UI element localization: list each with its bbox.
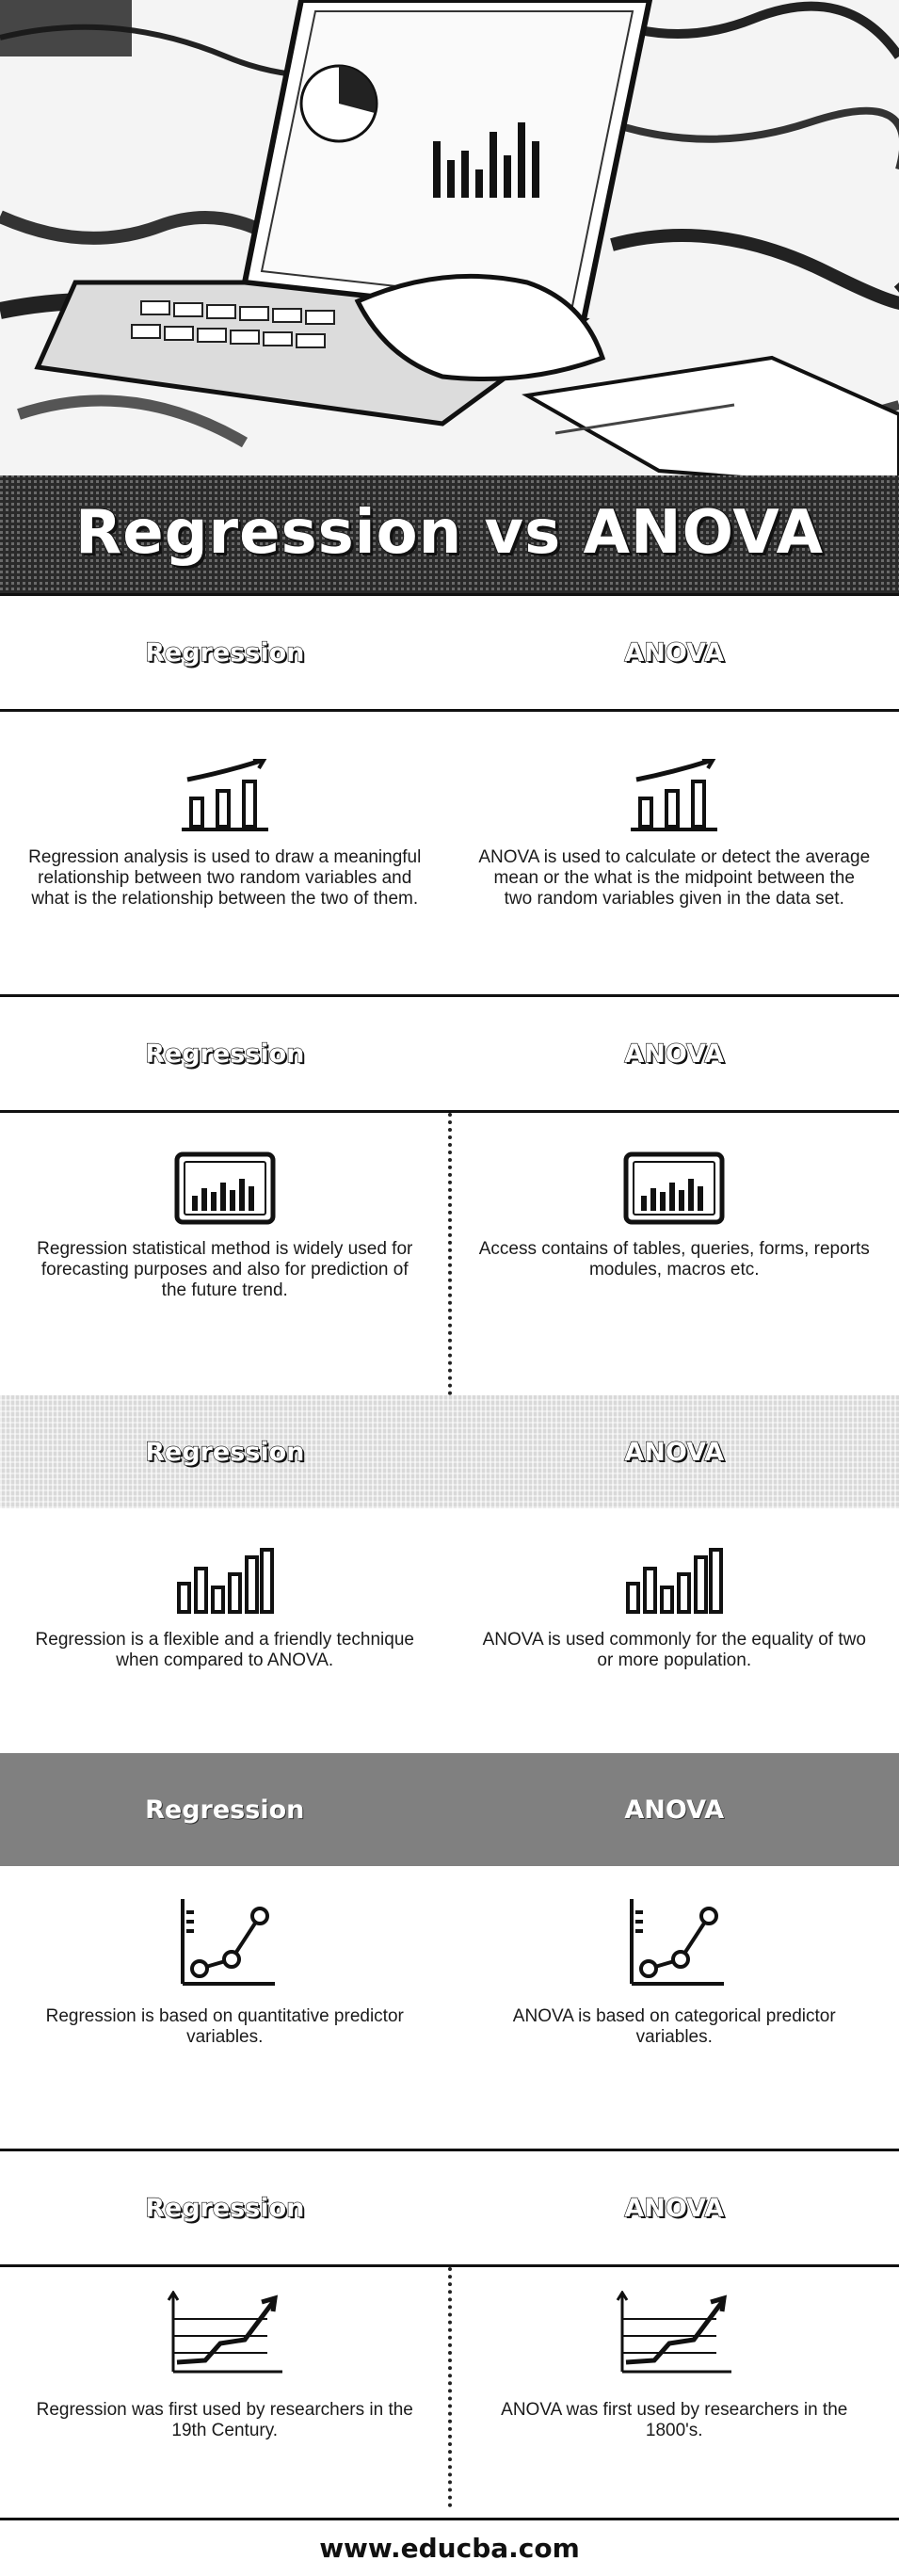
regression-description: Regression analysis is used to draw a me… — [28, 847, 422, 909]
anova-description: ANOVA is used to calculate or detect the… — [478, 847, 871, 909]
comparison-header-row: Regression ANOVA — [0, 1395, 899, 1508]
comparison-row: Regression statistical method is widely … — [0, 1113, 899, 1395]
comparison-row: Regression is based on quantitative pred… — [0, 1866, 899, 2149]
footer-url[interactable]: www.educba.com — [319, 2532, 580, 2564]
regression-cell: Regression statistical method is widely … — [0, 1113, 450, 1395]
header-anova: ANOVA — [624, 1437, 725, 1467]
bar-growth-icon — [627, 759, 721, 834]
anova-cell: ANOVA is based on categorical predictor … — [450, 1866, 899, 2149]
header-regression: Regression — [145, 637, 305, 668]
hero-banner: Regression vs ANOVA — [0, 0, 899, 593]
anova-description: ANOVA is used commonly for the equality … — [482, 1630, 866, 1670]
trend-arrow-icon — [164, 2291, 286, 2375]
header-regression: Regression — [145, 1795, 305, 1825]
comparison-header-row: Regression ANOVA — [0, 1753, 899, 1866]
comparison-header-row: Regression ANOVA — [0, 994, 899, 1113]
footer-divider — [0, 2518, 899, 2520]
header-anova: ANOVA — [624, 1038, 725, 1069]
header-anova: ANOVA — [624, 1795, 725, 1825]
header-anova: ANOVA — [624, 637, 725, 668]
comparison-row: Regression was first used by researchers… — [0, 2267, 899, 2507]
bar-chart-icon — [173, 1546, 277, 1617]
line-graph-icon — [622, 1899, 726, 1993]
regression-description: Regression statistical method is widely … — [37, 1239, 413, 1300]
line-graph-icon — [173, 1899, 277, 1993]
trend-arrow-icon — [613, 2291, 735, 2375]
regression-description: Regression is based on quantitative pred… — [45, 2006, 404, 2047]
anova-cell: ANOVA was first used by researchers in t… — [450, 2267, 899, 2507]
header-regression: Regression — [145, 2193, 305, 2223]
anova-cell: ANOVA is used commonly for the equality … — [450, 1508, 899, 1753]
comparison-row: Regression analysis is used to draw a me… — [0, 712, 899, 994]
regression-cell: Regression is based on quantitative pred… — [0, 1866, 450, 2149]
bar-chart-icon — [622, 1546, 726, 1617]
anova-cell: ANOVA is used to calculate or detect the… — [450, 712, 899, 994]
anova-description: Access contains of tables, queries, form… — [478, 1239, 870, 1280]
framed-bar-chart-icon — [622, 1151, 726, 1226]
comparison-header-row: Regression ANOVA — [0, 593, 899, 712]
comparison-row: Regression is a flexible and a friendly … — [0, 1508, 899, 1753]
regression-description: Regression is a flexible and a friendly … — [35, 1630, 414, 1670]
regression-description: Regression was first used by researchers… — [36, 2400, 413, 2440]
anova-cell: Access contains of tables, queries, form… — [450, 1113, 899, 1395]
header-anova: ANOVA — [624, 2193, 725, 2223]
regression-cell: Regression is a flexible and a friendly … — [0, 1508, 450, 1753]
anova-description: ANOVA was first used by researchers in t… — [501, 2400, 848, 2440]
regression-cell: Regression analysis is used to draw a me… — [0, 712, 450, 994]
regression-cell: Regression was first used by researchers… — [0, 2267, 450, 2507]
anova-description: ANOVA is based on categorical predictor … — [512, 2006, 836, 2047]
laptop-illustration — [0, 0, 899, 593]
page-title: Regression vs ANOVA — [74, 497, 824, 569]
comparison-header-row: Regression ANOVA — [0, 2149, 899, 2267]
framed-bar-chart-icon — [173, 1151, 277, 1226]
header-regression: Regression — [145, 1437, 305, 1467]
header-regression: Regression — [145, 1038, 305, 1069]
bar-growth-icon — [178, 759, 272, 834]
